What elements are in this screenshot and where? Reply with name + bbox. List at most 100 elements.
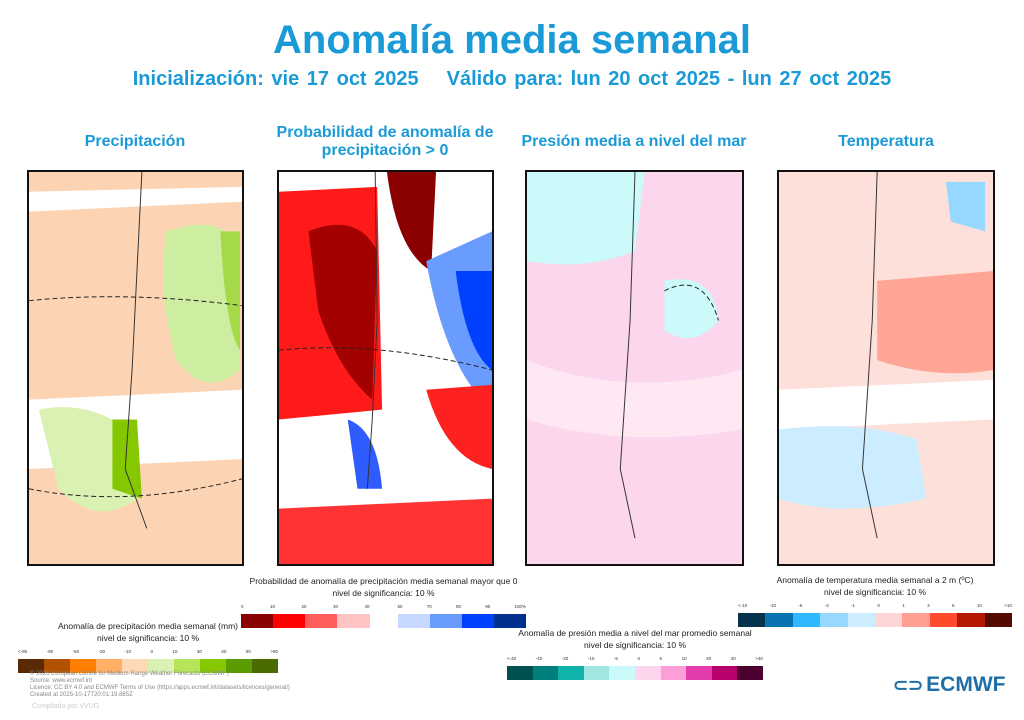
precip-tick: -90 xyxy=(46,649,54,654)
prob-swatch xyxy=(493,614,526,628)
prob-swatch xyxy=(241,614,274,628)
temp-tick: >10 xyxy=(1004,603,1012,608)
legend-pressure-title: Anomalía de presión media a nivel del ma… xyxy=(518,628,752,638)
temp-tick: -3 xyxy=(824,603,829,608)
pressure-tick: >40 xyxy=(755,656,763,661)
pressure-tick: 40 xyxy=(730,656,736,661)
prob-swatch xyxy=(337,614,370,628)
pressure-swatch xyxy=(634,666,661,680)
prob-tick: 40 xyxy=(364,604,370,609)
prob-tick: 20 xyxy=(301,604,307,609)
map-prob xyxy=(277,170,494,566)
precip-tick: 60 xyxy=(221,649,227,654)
temp-swatch xyxy=(792,613,821,627)
panel-title-precip: Precipitación xyxy=(84,133,186,150)
pressure-swatch xyxy=(711,666,738,680)
precip-swatch xyxy=(148,659,174,673)
temp-swatch xyxy=(902,613,930,627)
pressure-swatch xyxy=(583,666,610,680)
pressure-tick: -20 xyxy=(561,656,569,661)
precip-tick: 90 xyxy=(245,649,251,654)
temp-swatch xyxy=(820,613,848,627)
pressure-swatch xyxy=(609,666,635,680)
precip-tick: >90 xyxy=(270,649,278,654)
precip-swatch xyxy=(44,659,70,673)
temp-tick: -1 xyxy=(851,603,856,608)
legend-precip-title: Anomalía de precipitación media semanal … xyxy=(58,621,238,631)
compiled-by: Compilado por VVUG xyxy=(32,703,100,710)
pressure-tick: -10 xyxy=(587,656,595,661)
temp-tick: 0 xyxy=(877,603,880,608)
precip-tick: -10 xyxy=(124,649,132,654)
pressure-swatch xyxy=(686,666,712,680)
prob-tick: 90 xyxy=(485,604,491,609)
legend-pressure: Anomalía de presión media a nivel del ma… xyxy=(507,627,763,680)
pressure-swatch xyxy=(660,666,687,680)
temp-swatch xyxy=(847,613,876,627)
init-date: Inicialización: vie 17 oct 2025 xyxy=(132,68,419,90)
temp-tick: <-10 xyxy=(738,603,748,608)
map-precip xyxy=(27,170,244,566)
legend-temp-sig: nivel de significancia: 10 % xyxy=(823,587,927,597)
temp-swatch xyxy=(984,613,1013,627)
ecmwf-logo-icon: ⊂⊃ xyxy=(893,674,924,695)
pressure-tick: 0 xyxy=(637,656,640,661)
temp-tick: -10 xyxy=(769,603,776,608)
precip-tick: 0 xyxy=(150,649,153,654)
map-pressure xyxy=(525,170,744,566)
precip-swatch xyxy=(122,659,148,673)
pressure-swatch xyxy=(558,666,584,680)
prob-swatch xyxy=(461,614,494,628)
valid-range: Válido para: lun 20 oct 2025 - lun 27 oc… xyxy=(446,68,892,90)
pressure-tick: 5 xyxy=(659,656,663,661)
temp-tick: -6 xyxy=(798,603,803,608)
temp-swatch xyxy=(957,613,985,627)
pressure-swatch xyxy=(532,666,559,680)
precip-swatch xyxy=(226,659,252,673)
prob-tick: 80 xyxy=(455,604,461,609)
legend-precip: Anomalía de precipitación media semanal … xyxy=(18,620,278,673)
prob-tick: 100% xyxy=(514,604,526,609)
precip-swatch xyxy=(18,659,44,673)
legend-prob-title: Probabilidad de anomalía de precipitació… xyxy=(249,576,518,586)
temp-tick: 3 xyxy=(927,603,930,608)
pressure-tick: 10 xyxy=(681,656,687,661)
subtitle: Inicialización: vie 17 oct 2025 Válido pa… xyxy=(0,68,1024,91)
prob-swatch xyxy=(305,614,338,628)
licence: Licence: CC BY 4.0 and ECMWF Terms of Us… xyxy=(30,685,290,691)
prob-tick: 0 xyxy=(241,604,244,609)
legend-prob: Probabilidad de anomalía de precipitació… xyxy=(241,575,526,628)
legend-pressure-sig: nivel de significancia: 10 % xyxy=(583,640,687,650)
precip-tick: 10 xyxy=(172,649,178,654)
temp-swatch xyxy=(738,613,766,627)
precip-swatch xyxy=(174,659,200,673)
temp-tick: 10 xyxy=(976,603,982,608)
prob-swatch xyxy=(429,614,462,628)
panel-title-pressure: Presión media a nivel del mar xyxy=(521,133,747,150)
prob-swatch xyxy=(397,614,430,628)
precip-swatch xyxy=(200,659,226,673)
prob-tick: 60 xyxy=(397,604,403,609)
pressure-tick: -5 xyxy=(613,656,618,661)
prob-tick: 30 xyxy=(332,604,338,609)
map-temp xyxy=(777,170,995,566)
pressure-swatch xyxy=(507,666,533,680)
precip-tick: -30 xyxy=(98,649,106,654)
prob-swatch xyxy=(273,614,306,628)
precip-swatch xyxy=(96,659,122,673)
pressure-tick: 20 xyxy=(706,656,712,661)
legend-precip-sig: nivel de significancia: 10 % xyxy=(96,633,200,643)
precip-tick: 30 xyxy=(196,649,202,654)
temp-swatch xyxy=(875,613,903,627)
precip-swatch xyxy=(252,659,278,673)
footer-credits: © 2025 European Centre for Medium-Range … xyxy=(30,671,290,699)
pressure-tick: -40 xyxy=(535,656,543,661)
created-at: Created at 2025-10-17T20:01:19.885Z xyxy=(30,692,133,698)
temp-swatch xyxy=(929,613,958,627)
prob-tick: 10 xyxy=(269,604,275,609)
temp-tick: 6 xyxy=(952,603,955,608)
legend-prob-sig: nivel de significancia: 10 % xyxy=(332,588,435,598)
pressure-swatch xyxy=(737,666,763,680)
copyright: © 2025 European Centre for Medium-Range … xyxy=(30,671,229,677)
precip-tick: <-90 xyxy=(18,649,28,654)
